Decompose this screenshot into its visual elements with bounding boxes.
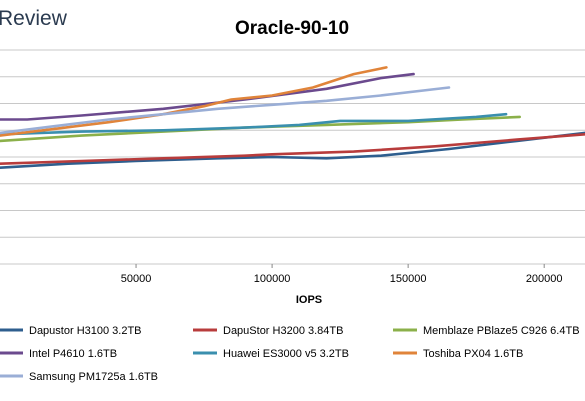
plot-lines [0, 66, 585, 169]
legend: Dapustor H3100 3.2TB DapuStor H3200 3.84T… [0, 325, 580, 383]
legend-label: Memblaze PBlaze5 C926 6.4TB [423, 325, 580, 337]
legend-label: DapuStor H3200 3.84TB [223, 325, 343, 337]
series-line [0, 115, 522, 143]
x-axis: 50000 100000 150000 200000 [121, 264, 563, 285]
x-tick-label: 200000 [526, 273, 563, 285]
series-line [0, 133, 585, 165]
series-line [0, 131, 585, 169]
x-tick-label: 100000 [254, 273, 291, 285]
legend-label: Toshiba PX04 1.6TB [423, 348, 523, 360]
series-line [0, 72, 415, 121]
legend-label: Samsung PM1725a 1.6TB [29, 371, 158, 383]
x-axis-label: IOPS [296, 294, 322, 306]
brand-text: Review [0, 7, 68, 30]
series-line [0, 112, 508, 136]
series-line [0, 66, 388, 137]
legend-label: Huawei ES3000 v5 3.2TB [223, 348, 349, 360]
series-line [0, 86, 451, 135]
x-tick-label: 50000 [121, 273, 152, 285]
x-tick-label: 150000 [390, 273, 427, 285]
legend-label: Intel P4610 1.6TB [29, 348, 117, 360]
legend-label: Dapustor H3100 3.2TB [29, 325, 142, 337]
chart-title: Oracle-90-10 [235, 18, 349, 39]
